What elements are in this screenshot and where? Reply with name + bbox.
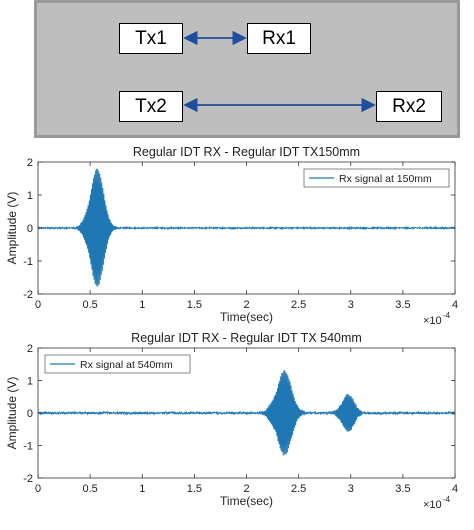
chart-rx-540mm: Regular IDT RX - Regular IDT TX 540mm 0 0.… <box>5 331 458 511</box>
x-tick-label: 1.5 <box>187 483 202 495</box>
x-tick-label: 0.5 <box>82 483 97 495</box>
signal-line <box>37 369 456 456</box>
y-tick-label: -2 <box>23 473 33 485</box>
x-tick-label: 3 <box>348 299 354 311</box>
chart-title: Regular IDT RX - Regular IDT TX150mm <box>133 145 360 159</box>
x-tick-label: 4 <box>452 483 458 495</box>
chart-title: Regular IDT RX - Regular IDT TX 540mm <box>131 331 362 345</box>
y-axis-label: Amplitude (V) <box>5 192 19 265</box>
x-tick-label: 0.5 <box>82 299 97 311</box>
rx2-box: Rx2 <box>376 91 442 122</box>
x-scale-multiplier: ×10 <box>423 315 442 327</box>
x-scale-exponent: -4 <box>443 495 451 504</box>
y-tick-label: -2 <box>23 289 33 301</box>
y-tick-label: 1 <box>27 190 33 202</box>
x-tick-label: 0 <box>35 483 41 495</box>
tx1-box: Tx1 <box>119 23 183 54</box>
x-tick-label: 1 <box>139 483 145 495</box>
x-scale-multiplier: ×10 <box>423 499 442 511</box>
x-tick-label: 3.5 <box>395 299 410 311</box>
legend-label: Rx signal at 150mm <box>339 173 432 185</box>
transducer-diagram: Tx1 Rx1 Tx2 Rx2 <box>34 0 460 138</box>
x-tick-label: 2.5 <box>291 483 306 495</box>
y-tick-label: -1 <box>23 441 33 453</box>
chart-rx-150mm: Regular IDT RX - Regular IDT TX150mm 0 0.5… <box>5 145 458 327</box>
signal-line <box>37 168 456 287</box>
y-tick-label: -1 <box>23 256 33 268</box>
y-tick-label: 2 <box>27 157 33 169</box>
y-axis-label: Amplitude (V) <box>5 377 19 450</box>
legend-box <box>44 354 191 374</box>
x-tick-label: 3.5 <box>395 483 410 495</box>
x-tick-label: 3 <box>348 483 354 495</box>
y-tick-label: 0 <box>27 223 33 235</box>
x-tick-label: 2.5 <box>291 299 306 311</box>
x-tick-label: 1.5 <box>187 299 202 311</box>
tx2-box: Tx2 <box>119 91 183 122</box>
x-tick-label: 4 <box>452 299 458 311</box>
diagram-arrows <box>183 30 376 113</box>
y-tick-label: 2 <box>27 343 33 355</box>
y-tick-label: 0 <box>27 408 33 420</box>
x-tick-label: 0 <box>35 299 41 311</box>
x-tick-label: 2 <box>243 299 249 311</box>
x-scale-exponent: -4 <box>443 311 451 320</box>
y-tick-label: 1 <box>27 376 33 388</box>
rx1-box: Rx1 <box>247 23 311 54</box>
x-axis-label: Time(sec) <box>220 310 273 324</box>
x-tick-label: 1 <box>139 299 145 311</box>
legend-box <box>303 168 450 188</box>
x-axis-label: Time(sec) <box>220 494 273 508</box>
x-tick-label: 2 <box>243 483 249 495</box>
legend-label: Rx signal at 540mm <box>80 359 173 371</box>
